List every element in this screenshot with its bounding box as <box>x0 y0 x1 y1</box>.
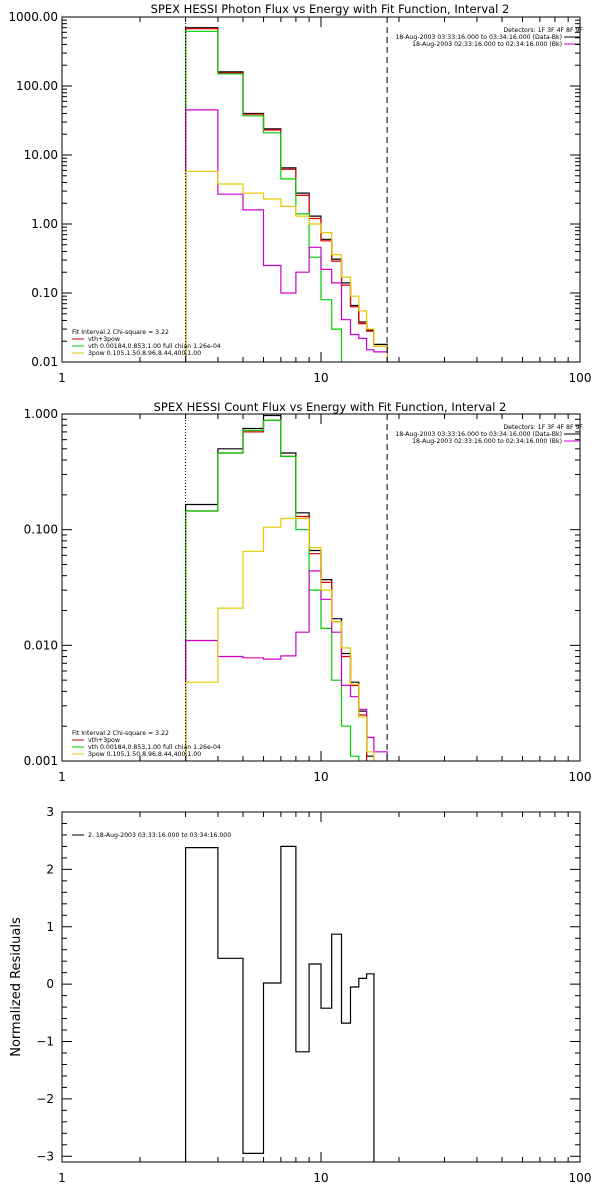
count-fit-3pow: 3pow 0.105,1.50,8.96,8.44,400,1.00 <box>88 751 201 758</box>
photon-chart-title: SPEX HESSI Photon Flux vs Energy with Fi… <box>151 2 510 16</box>
photon-flux-panel: SPEX HESSI Photon Flux vs Energy with Fi… <box>8 2 591 385</box>
count-series-group <box>185 414 388 761</box>
photon-detectors-line: Detectors: 1F 3F 4F 8F 9F <box>503 27 583 34</box>
residuals-x-tick-label: 1 <box>58 1171 66 1185</box>
count-bk-interval-line: 18-Aug-2003 02:33:16.000 to 02:34:16.000… <box>412 438 562 445</box>
count-fit-total: vth+3pow <box>88 737 120 744</box>
count-series-1 <box>185 419 368 761</box>
photon-series-4 <box>185 170 388 362</box>
residuals-series-group <box>185 845 375 1162</box>
photon-x-tick-label: 1 <box>58 371 66 385</box>
count-series-4 <box>185 517 375 761</box>
photon-axes: 1 10 100 0.01 0.10 1.00 10.00 100.00 1000.00 <box>8 10 591 385</box>
photon-series-1 <box>185 28 388 362</box>
count-chart-title: SPEX HESSI Count Flux vs Energy with Fit… <box>154 400 507 414</box>
photon-data-interval-line: 18-Aug-2003 03:33:16.000 to 03:34:16.000… <box>395 34 562 41</box>
residuals-y-tick-label: 1 <box>46 920 54 934</box>
count-detectors-line: Detectors: 1F 3F 4F 8F 9F <box>503 424 583 431</box>
photon-y-tick-label: 0.01 <box>31 355 58 369</box>
photon-marker-lines <box>185 17 388 362</box>
count-x-tick-label: 100 <box>569 770 592 784</box>
residuals-y-tick-label: −3 <box>36 1149 54 1163</box>
photon-series-2 <box>185 30 343 362</box>
count-x-tick-label: 1 <box>58 770 66 784</box>
residuals-y-tick-label: −2 <box>36 1092 54 1106</box>
count-series-2 <box>185 419 360 761</box>
count-marker-lines <box>185 414 388 761</box>
count-y-tick-label: 0.100 <box>24 523 58 537</box>
residuals-y-tick-label: −1 <box>36 1035 54 1049</box>
count-fit-legend: Fit Interval 2 Chi-square = 3.22 vth+3po… <box>72 730 221 758</box>
count-x-tick-label: 10 <box>313 770 328 784</box>
photon-series-0 <box>185 27 388 362</box>
residuals-y-tick-label: 3 <box>46 805 54 819</box>
photon-y-tick-label: 100.00 <box>16 79 58 93</box>
count-flux-panel: SPEX HESSI Count Flux vs Energy with Fit… <box>24 400 592 784</box>
photon-y-tick-label: 1.00 <box>31 217 58 231</box>
count-y-tick-label: 0.001 <box>24 754 58 768</box>
photon-series-group <box>185 27 388 362</box>
photon-fit-legend: Fit Interval 2 Chi-square = 3.22 vth+3po… <box>72 329 221 357</box>
photon-fit-title: Fit Interval 2 Chi-square = 3.22 <box>72 329 169 336</box>
residuals-panel: 1 10 100 −3 −2 −1 0 1 2 3 2. 18-Aug-2003 03:33:16… <box>9 805 591 1185</box>
photon-series-3 <box>185 109 388 362</box>
residuals-axes: 1 10 100 −3 −2 −1 0 1 2 3 <box>36 805 591 1185</box>
photon-fit-total: vth+3pow <box>88 336 120 343</box>
photon-y-tick-label: 1000.00 <box>8 10 58 24</box>
residuals-y-tick-label: 0 <box>46 977 54 991</box>
residuals-series-0 <box>185 845 375 1162</box>
count-axes: 1 10 100 0.001 0.010 0.100 1.000 <box>24 407 592 784</box>
count-fit-title: Fit Interval 2 Chi-square = 3.22 <box>72 730 169 737</box>
count-y-tick-label: 1.000 <box>24 407 58 421</box>
count-series-0 <box>185 414 375 761</box>
photon-y-tick-label: 10.00 <box>24 148 58 162</box>
photon-x-tick-label: 100 <box>569 371 592 385</box>
residuals-y-tick-label: 2 <box>46 862 54 876</box>
photon-x-tick-label: 10 <box>313 371 328 385</box>
count-series-3 <box>185 570 388 761</box>
count-fit-vth: vth 0.00184,0.853,1.00 full chian 1.26e-… <box>88 744 221 751</box>
photon-y-tick-label: 0.10 <box>31 286 58 300</box>
residuals-x-tick-label: 10 <box>313 1171 328 1185</box>
photon-bk-interval-line: 18-Aug-2003 02:33:16.000 to 02:34:16.000… <box>412 41 562 48</box>
residuals-legend-label: 2. 18-Aug-2003 03:33:16.000 to 03:34:16.… <box>88 832 231 839</box>
residuals-y-axis-label: Normalized Residuals <box>9 917 24 1057</box>
photon-fit-3pow: 3pow 0.105,1.50,8.96,8.44,400,1.00 <box>88 350 201 357</box>
count-y-tick-label: 0.010 <box>24 638 58 652</box>
count-data-interval-line: 18-Aug-2003 03:33:16.000 to 03:34:16.000… <box>395 431 562 438</box>
photon-plot-frame <box>61 16 581 363</box>
residuals-x-tick-label: 100 <box>569 1171 592 1185</box>
photon-fit-vth: vth 0.00184,0.853,1.00 full chian 1.26e-… <box>88 343 221 350</box>
